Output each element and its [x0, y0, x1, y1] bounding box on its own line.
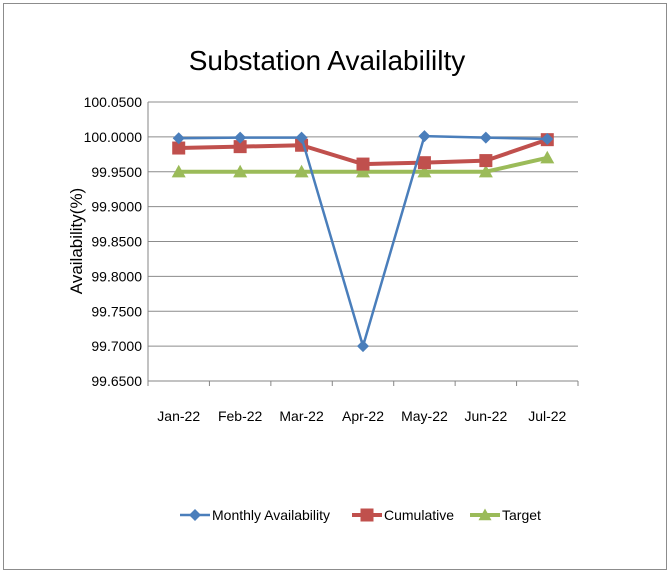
data-point [418, 130, 431, 143]
legend-item: Cumulative [352, 507, 454, 523]
data-point [234, 131, 247, 144]
series-monthly-availability [172, 130, 554, 353]
data-point [233, 140, 247, 154]
x-tick-label: Feb-22 [218, 408, 263, 424]
x-tick-label: Jan-22 [157, 408, 200, 424]
y-tick-label: 99.8500 [91, 234, 142, 250]
data-point [356, 157, 370, 171]
y-tick-label: 99.8000 [91, 268, 142, 284]
series-layer [171, 130, 555, 353]
data-point [171, 164, 186, 178]
data-point [541, 132, 554, 145]
y-axis-ticks: 99.6500 99.7000 99.7500 99.8000 99.8500 99.90… [84, 94, 143, 389]
chart-title: Substation Availabililty [189, 45, 466, 76]
y-tick-label: 99.9000 [91, 199, 142, 215]
y-axis-label: Availability(%) [67, 188, 86, 294]
legend-item: Target [470, 507, 541, 523]
y-tick-label: 99.7500 [91, 303, 142, 319]
data-point [360, 508, 374, 522]
gridlines [147, 101, 578, 382]
y-tick-label: 100.0500 [84, 94, 143, 110]
x-tick-label: Apr-22 [342, 408, 384, 424]
data-point [233, 164, 248, 178]
data-point [479, 154, 493, 168]
data-point [295, 131, 308, 144]
legend-item: Monthly Availability [180, 507, 330, 523]
data-point [172, 132, 185, 145]
legend-label: Monthly Availability [212, 507, 330, 523]
x-tick-label: Mar-22 [279, 408, 324, 424]
x-tick-label: May-22 [401, 408, 448, 424]
data-point [478, 164, 493, 178]
legend-label: Target [502, 507, 541, 523]
data-point [417, 164, 432, 178]
data-point [172, 141, 186, 155]
y-tick-label: 100.0000 [84, 129, 143, 145]
data-point [479, 131, 492, 144]
series-cumulative [172, 133, 554, 171]
data-point [189, 509, 201, 521]
data-point [478, 508, 492, 521]
x-tick-label: Jul-22 [528, 408, 566, 424]
data-point [357, 340, 369, 353]
x-tick-label: Jun-22 [464, 408, 507, 424]
series-target [171, 150, 555, 178]
data-point [417, 156, 431, 170]
chart-frame [3, 3, 667, 570]
data-point [294, 164, 309, 178]
legend-label: Cumulative [384, 507, 454, 523]
y-tick-label: 99.9500 [91, 164, 142, 180]
data-point [356, 164, 370, 178]
x-axis-ticks: Jan-22 Feb-22 Mar-22 Apr-22 May-22 Jun-22 Jul-… [147, 381, 579, 424]
data-point [540, 150, 555, 164]
y-tick-label: 99.7000 [91, 338, 142, 354]
y-tick-label: 99.6500 [91, 373, 142, 389]
legend: Monthly Availability Cumulative Target [180, 507, 541, 523]
